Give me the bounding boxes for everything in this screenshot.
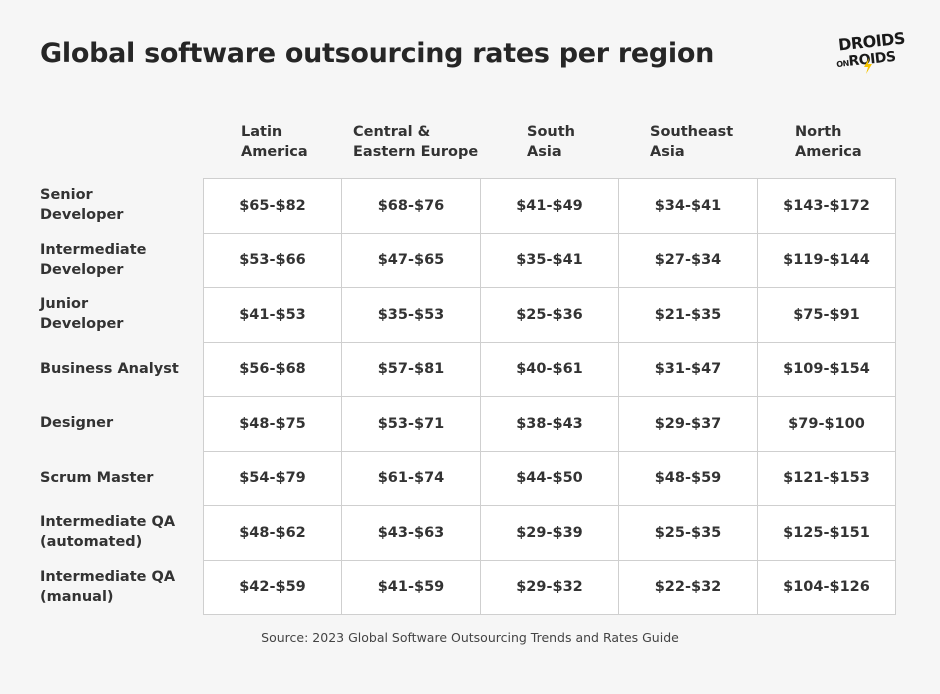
rate-cell: $61-$74: [342, 451, 481, 506]
rate-cell: $79-$100: [758, 397, 896, 452]
table-row: $48-$75 $53-$71 $38-$43 $29-$37 $79-$100: [204, 397, 896, 452]
rates-table: $65-$82 $68-$76 $41-$49 $34-$41 $143-$172 $53…: [203, 178, 896, 615]
rate-cell: $47-$65: [342, 233, 481, 288]
table-row: $65-$82 $68-$76 $41-$49 $34-$41 $143-$172: [204, 179, 896, 234]
row-label-text: Scrum Master: [40, 468, 153, 488]
rate-cell: $27-$34: [619, 233, 758, 288]
column-header-line: Central &: [353, 124, 431, 140]
column-header: South Asia: [527, 122, 575, 162]
column-header-line: North: [795, 124, 842, 140]
rate-cell: $38-$43: [481, 397, 619, 452]
row-label-line: (automated): [40, 534, 143, 551]
column-header-line: Southeast: [650, 124, 734, 140]
column-header: North America: [795, 122, 862, 162]
row-label-line: Business Analyst: [40, 360, 179, 377]
row-label-line: Developer: [40, 261, 124, 278]
row-label: Intermediate QA (manual): [40, 560, 200, 615]
table-row: $54-$79 $61-$74 $44-$50 $48-$59 $121-$153: [204, 451, 896, 506]
row-label: Business Analyst: [40, 342, 200, 397]
rate-cell: $54-$79: [204, 451, 342, 506]
column-header-line: Latin: [241, 124, 283, 140]
rate-cell: $41-$59: [342, 560, 481, 615]
row-label-line: Senior: [40, 187, 93, 204]
rate-cell: $42-$59: [204, 560, 342, 615]
row-label-line: Scrum Master: [40, 469, 154, 486]
row-label: Intermediate QA (automated): [40, 505, 200, 560]
rate-cell: $35-$41: [481, 233, 619, 288]
rate-cell: $22-$32: [619, 560, 758, 615]
rate-cell: $57-$81: [342, 342, 481, 397]
rate-cell: $25-$36: [481, 288, 619, 343]
rate-cell: $29-$32: [481, 560, 619, 615]
rate-cell: $40-$61: [481, 342, 619, 397]
column-header-line: South: [527, 124, 575, 140]
droids-on-roids-logo: DROIDS ONROIDS: [836, 28, 906, 78]
rate-cell: $44-$50: [481, 451, 619, 506]
row-label-line: Junior: [40, 296, 89, 313]
row-label-line: (manual): [40, 588, 114, 605]
rate-cell: $68-$76: [342, 179, 481, 234]
column-header-line: America: [241, 144, 308, 160]
rate-cell: $75-$91: [758, 288, 896, 343]
row-label-text: Business Analyst: [40, 359, 179, 379]
table-row: $48-$62 $43-$63 $29-$39 $25-$35 $125-$151: [204, 506, 896, 561]
table-row: $53-$66 $47-$65 $35-$41 $27-$34 $119-$144: [204, 233, 896, 288]
table-row: $56-$68 $57-$81 $40-$61 $31-$47 $109-$154: [204, 342, 896, 397]
rate-cell: $104-$126: [758, 560, 896, 615]
rate-cell: $53-$71: [342, 397, 481, 452]
lightning-bolt-icon: [864, 58, 872, 74]
page-title: Global software outsourcing rates per re…: [40, 38, 715, 69]
row-label-text: Designer: [40, 413, 113, 433]
row-label-line: Designer: [40, 415, 114, 432]
column-header: Southeast Asia: [650, 122, 733, 162]
rate-cell: $125-$151: [758, 506, 896, 561]
row-label: Scrum Master: [40, 451, 200, 506]
rate-cell: $56-$68: [204, 342, 342, 397]
column-header-line: Asia: [650, 144, 685, 160]
row-label-text: Senior Developer: [40, 185, 123, 225]
row-label: Designer: [40, 396, 200, 451]
row-label-text: Junior Developer: [40, 294, 123, 334]
rate-cell: $65-$82: [204, 179, 342, 234]
logo-text-on: ON: [835, 58, 850, 70]
column-header-line: America: [795, 144, 862, 160]
row-label: Senior Developer: [40, 178, 200, 233]
rate-cell: $35-$53: [342, 288, 481, 343]
column-header: Latin America: [241, 122, 308, 162]
rate-cell: $109-$154: [758, 342, 896, 397]
rate-cell: $143-$172: [758, 179, 896, 234]
table-row: $42-$59 $41-$59 $29-$32 $22-$32 $104-$126: [204, 560, 896, 615]
rate-cell: $21-$35: [619, 288, 758, 343]
row-label-text: Intermediate QA (manual): [40, 567, 175, 607]
rate-cell: $29-$39: [481, 506, 619, 561]
rate-cell: $48-$59: [619, 451, 758, 506]
rate-cell: $43-$63: [342, 506, 481, 561]
rate-cell: $34-$41: [619, 179, 758, 234]
source-note: Source: 2023 Global Software Outsourcing…: [261, 630, 679, 645]
rate-cell: $119-$144: [758, 233, 896, 288]
table-row: $41-$53 $35-$53 $25-$36 $21-$35 $75-$91: [204, 288, 896, 343]
column-header-line: Asia: [527, 144, 562, 160]
row-label-line: Developer: [40, 207, 124, 224]
row-label-line: Intermediate QA: [40, 568, 176, 585]
row-label: Intermediate Developer: [40, 233, 200, 288]
row-label-line: Intermediate: [40, 241, 147, 258]
row-label-line: Developer: [40, 316, 124, 333]
rate-cell: $29-$37: [619, 397, 758, 452]
rate-cell: $25-$35: [619, 506, 758, 561]
row-label-text: Intermediate Developer: [40, 240, 146, 280]
rate-cell: $31-$47: [619, 342, 758, 397]
logo-text-roids: ROIDS: [847, 48, 897, 70]
rate-cell: $41-$53: [204, 288, 342, 343]
column-header: Central & Eastern Europe: [353, 122, 478, 162]
rate-cell: $48-$75: [204, 397, 342, 452]
row-label: Junior Developer: [40, 287, 200, 342]
rate-cell: $53-$66: [204, 233, 342, 288]
column-header-line: Eastern Europe: [353, 144, 479, 160]
rate-cell: $41-$49: [481, 179, 619, 234]
rate-cell: $48-$62: [204, 506, 342, 561]
row-label-line: Intermediate QA: [40, 514, 176, 531]
rate-cell: $121-$153: [758, 451, 896, 506]
row-label-text: Intermediate QA (automated): [40, 512, 175, 552]
